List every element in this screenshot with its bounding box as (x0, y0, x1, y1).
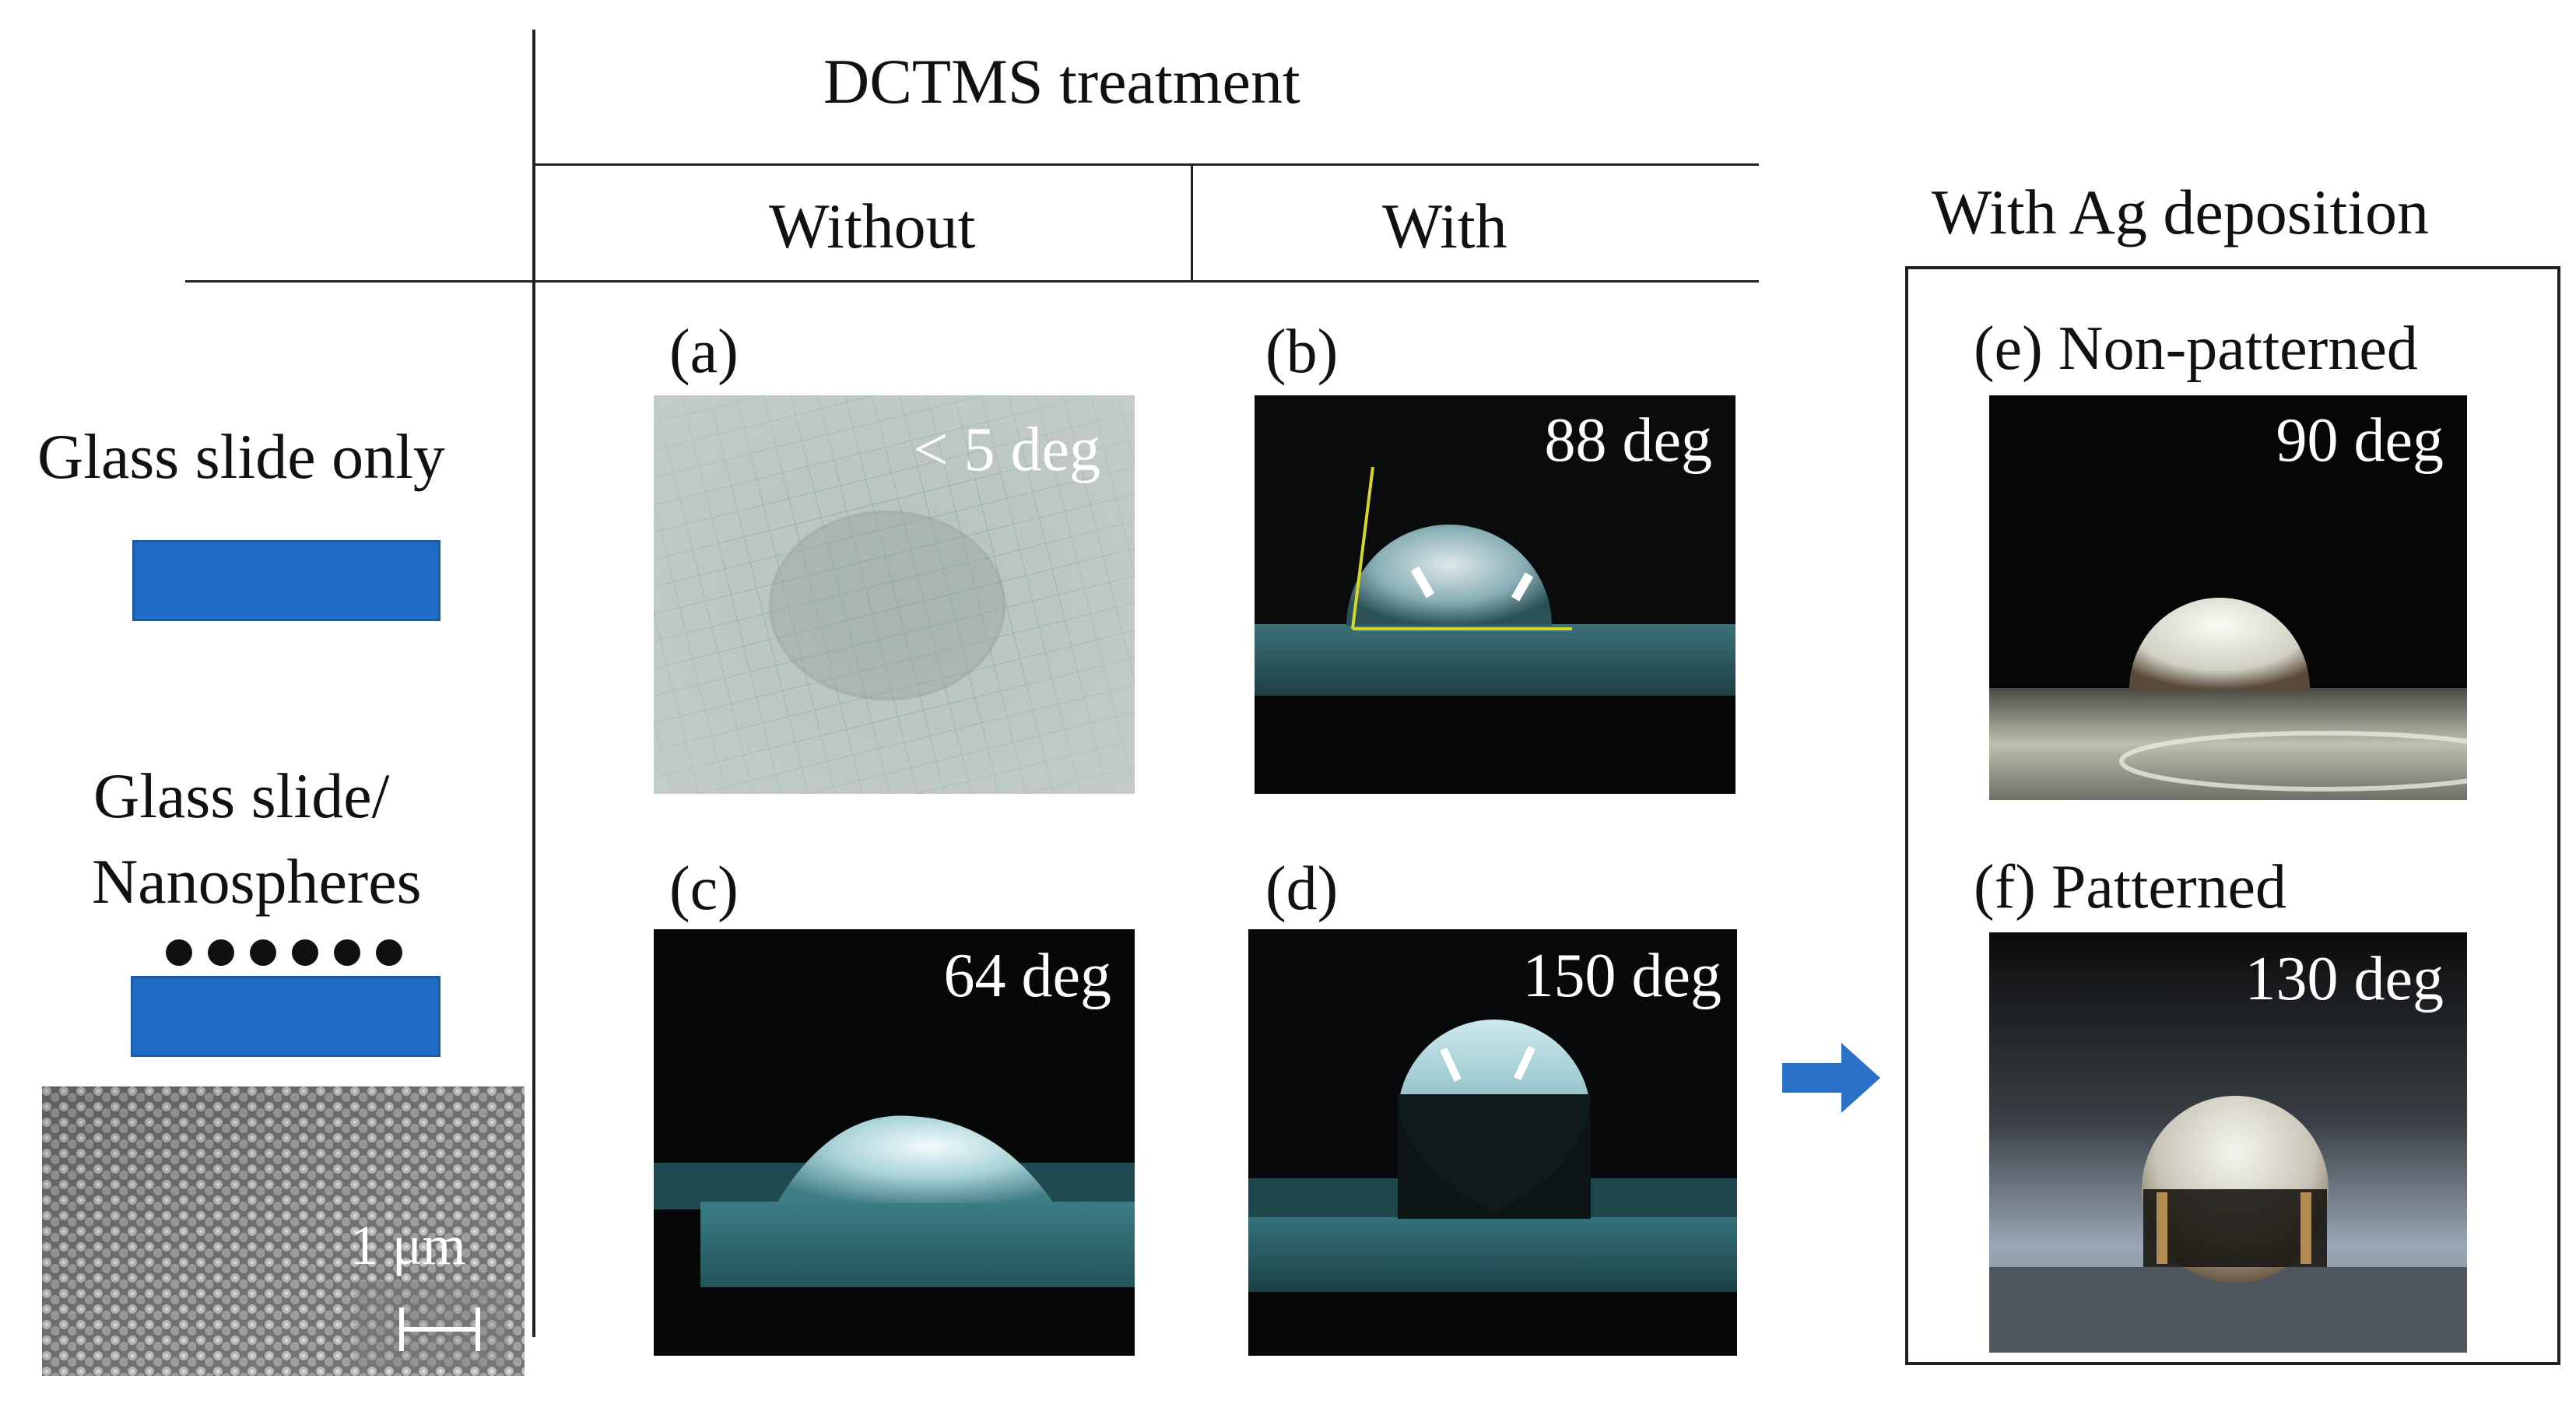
panel-d-photo: 150 deg (1248, 929, 1737, 1356)
ag-deposition-box (1905, 266, 2560, 1365)
panel-d-angle: 150 deg (1522, 942, 1721, 1010)
header-rule-bottom (185, 280, 1759, 283)
panel-d-label: (d) (1265, 855, 1339, 923)
panel-f-angle: 130 deg (2244, 945, 2444, 1013)
ag-deposition-title: With Ag deposition (1932, 177, 2430, 247)
glass-slide-icon (132, 540, 440, 621)
panel-a-photo: < 5 deg (654, 395, 1135, 794)
right-arrow-icon (1782, 1043, 1883, 1113)
panel-e-angle: 90 deg (2276, 406, 2444, 475)
scale-bar-label: 1 μm (350, 1214, 466, 1276)
panel-c-photo: 64 deg (654, 929, 1135, 1356)
panel-e-label: (e) Non-patterned (1974, 314, 2418, 383)
sem-image: 1 μm (42, 1086, 525, 1376)
panel-f-photo: 130 deg (1989, 932, 2467, 1353)
row-label-glass-nano-1: Glass slide/ (93, 760, 390, 831)
panel-a-label: (a) (669, 318, 739, 386)
panel-b-photo: 88 deg (1255, 395, 1735, 794)
row-label-glass-only: Glass slide only (37, 421, 445, 492)
panel-e-photo: 90 deg (1989, 395, 2467, 800)
treatment-title: DCTMS treatment (823, 46, 1300, 117)
vertical-divider (532, 30, 535, 1337)
row-label-glass-nano-2: Nanospheres (92, 846, 422, 917)
panel-c-angle: 64 deg (943, 942, 1111, 1010)
panel-c-label: (c) (669, 855, 739, 923)
header-rule-top (532, 163, 1759, 166)
panel-b-label: (b) (1265, 318, 1339, 386)
column-header-without: Without (769, 191, 976, 261)
panel-f-label: (f) Patterned (1974, 853, 2287, 921)
panel-a-angle: < 5 deg (913, 416, 1100, 484)
panel-b-angle: 88 deg (1544, 406, 1712, 475)
glass-slide-nano-icon (131, 976, 440, 1057)
nanospheres-icon (163, 937, 405, 968)
column-divider (1191, 163, 1193, 282)
column-header-with: With (1382, 191, 1507, 261)
